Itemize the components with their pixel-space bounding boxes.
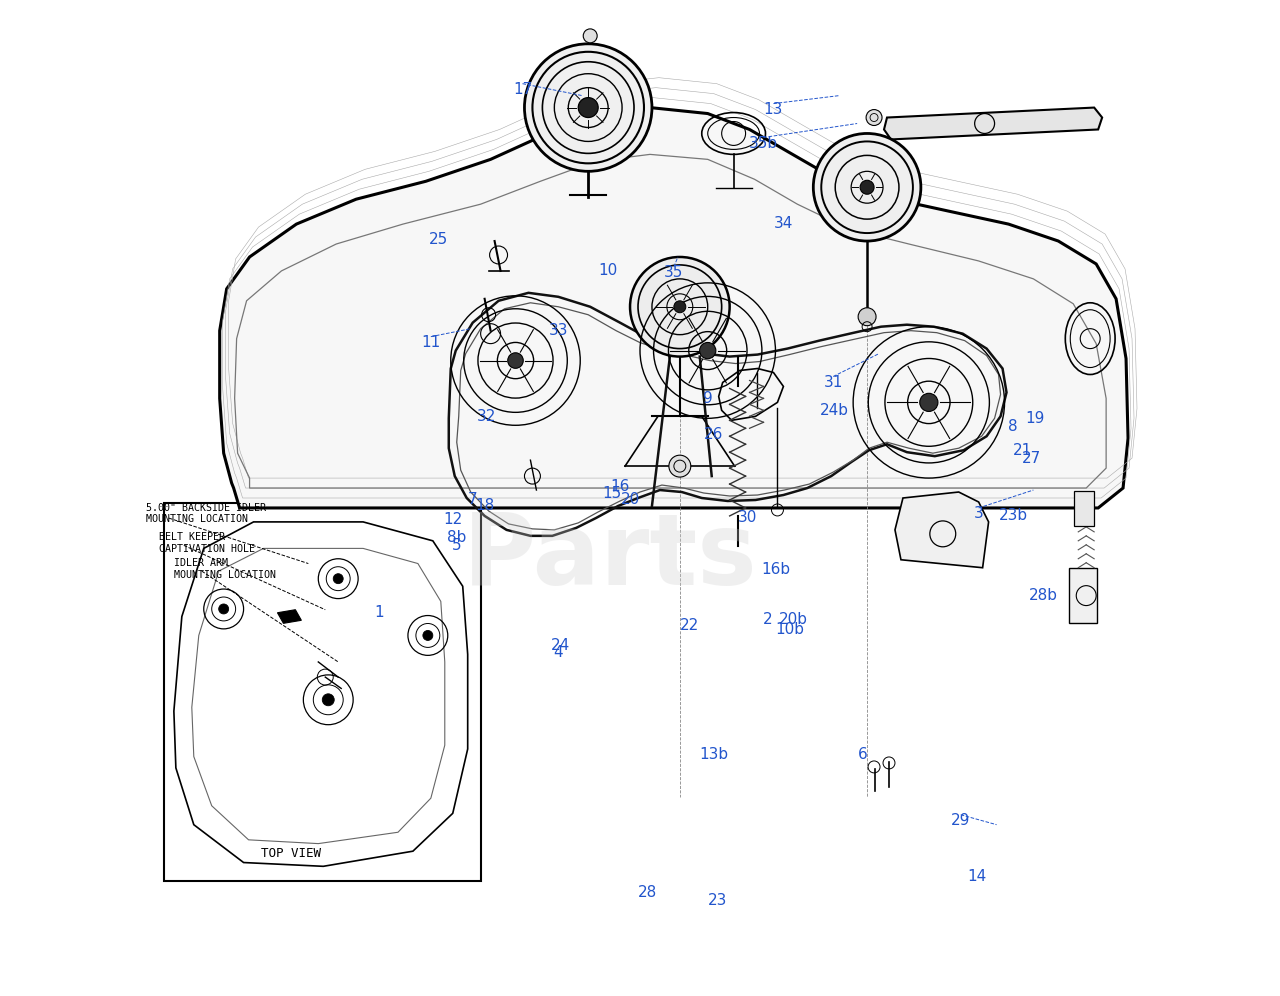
Polygon shape <box>895 492 988 568</box>
Text: 35b: 35b <box>749 135 778 151</box>
Text: 11: 11 <box>421 335 440 351</box>
Text: 28b: 28b <box>1029 588 1057 604</box>
Text: 7: 7 <box>468 492 477 508</box>
Circle shape <box>579 98 598 118</box>
Text: 5.00" BACKSIDE IDLER
MOUNTING LOCATION: 5.00" BACKSIDE IDLER MOUNTING LOCATION <box>146 503 266 524</box>
Text: 24: 24 <box>550 637 570 653</box>
Text: 5: 5 <box>452 538 462 554</box>
Text: BELT KEEPER
CAPTIVATION HOLE: BELT KEEPER CAPTIVATION HOLE <box>159 532 255 554</box>
Circle shape <box>669 455 691 477</box>
Text: 30: 30 <box>737 510 758 526</box>
Text: 25: 25 <box>429 231 448 247</box>
Bar <box>164 503 481 881</box>
Text: 20: 20 <box>621 492 640 508</box>
Text: IDLER ARM
MOUNTING LOCATION: IDLER ARM MOUNTING LOCATION <box>174 559 276 580</box>
Circle shape <box>584 29 598 43</box>
Text: 1: 1 <box>374 605 384 621</box>
Text: 28: 28 <box>639 884 658 900</box>
Text: 19: 19 <box>1025 410 1044 426</box>
Text: 35: 35 <box>664 265 684 281</box>
Text: 12: 12 <box>443 512 462 528</box>
Text: 31: 31 <box>823 374 844 390</box>
Polygon shape <box>220 108 1128 508</box>
Text: Parts: Parts <box>463 509 758 607</box>
Text: TOP VIEW: TOP VIEW <box>261 847 320 860</box>
Text: 13: 13 <box>764 102 783 118</box>
Text: 27: 27 <box>1021 450 1041 466</box>
Circle shape <box>525 44 652 171</box>
Text: 24b: 24b <box>819 402 849 418</box>
Text: 21: 21 <box>1012 442 1032 458</box>
Text: 3: 3 <box>974 506 983 522</box>
Circle shape <box>860 180 874 194</box>
Text: 9: 9 <box>703 390 713 406</box>
Text: 20b: 20b <box>780 612 808 627</box>
Text: 14: 14 <box>966 869 987 884</box>
Text: 32: 32 <box>477 408 497 424</box>
Text: 17: 17 <box>513 82 532 98</box>
Circle shape <box>333 574 343 584</box>
Text: 33: 33 <box>549 323 568 339</box>
Circle shape <box>323 694 334 706</box>
Circle shape <box>813 133 920 241</box>
Circle shape <box>867 110 882 125</box>
Text: 16: 16 <box>611 478 630 494</box>
Circle shape <box>920 393 938 411</box>
Circle shape <box>673 301 686 313</box>
Text: 2: 2 <box>763 612 772 627</box>
Text: 34: 34 <box>773 215 794 231</box>
Circle shape <box>858 308 876 326</box>
Text: 8: 8 <box>1007 418 1018 434</box>
Text: 6: 6 <box>858 747 868 763</box>
Text: 29: 29 <box>951 813 970 829</box>
Text: 23b: 23b <box>998 508 1028 524</box>
Polygon shape <box>278 610 301 623</box>
Text: 10b: 10b <box>774 622 804 637</box>
Circle shape <box>508 353 524 369</box>
Bar <box>1074 491 1094 526</box>
Circle shape <box>700 343 716 359</box>
Text: 18: 18 <box>475 498 494 514</box>
Text: 4: 4 <box>553 644 563 660</box>
Text: 15: 15 <box>603 485 622 501</box>
Text: 16b: 16b <box>760 562 790 578</box>
Text: 23: 23 <box>708 892 727 908</box>
Circle shape <box>219 604 229 614</box>
Polygon shape <box>884 108 1102 139</box>
Circle shape <box>630 257 730 357</box>
Text: 26: 26 <box>704 426 723 442</box>
Text: 10: 10 <box>599 263 618 279</box>
Text: 8b: 8b <box>447 530 466 546</box>
Bar <box>1069 568 1097 623</box>
Text: 22: 22 <box>680 618 699 633</box>
Text: 13b: 13b <box>699 747 728 763</box>
Circle shape <box>422 630 433 640</box>
